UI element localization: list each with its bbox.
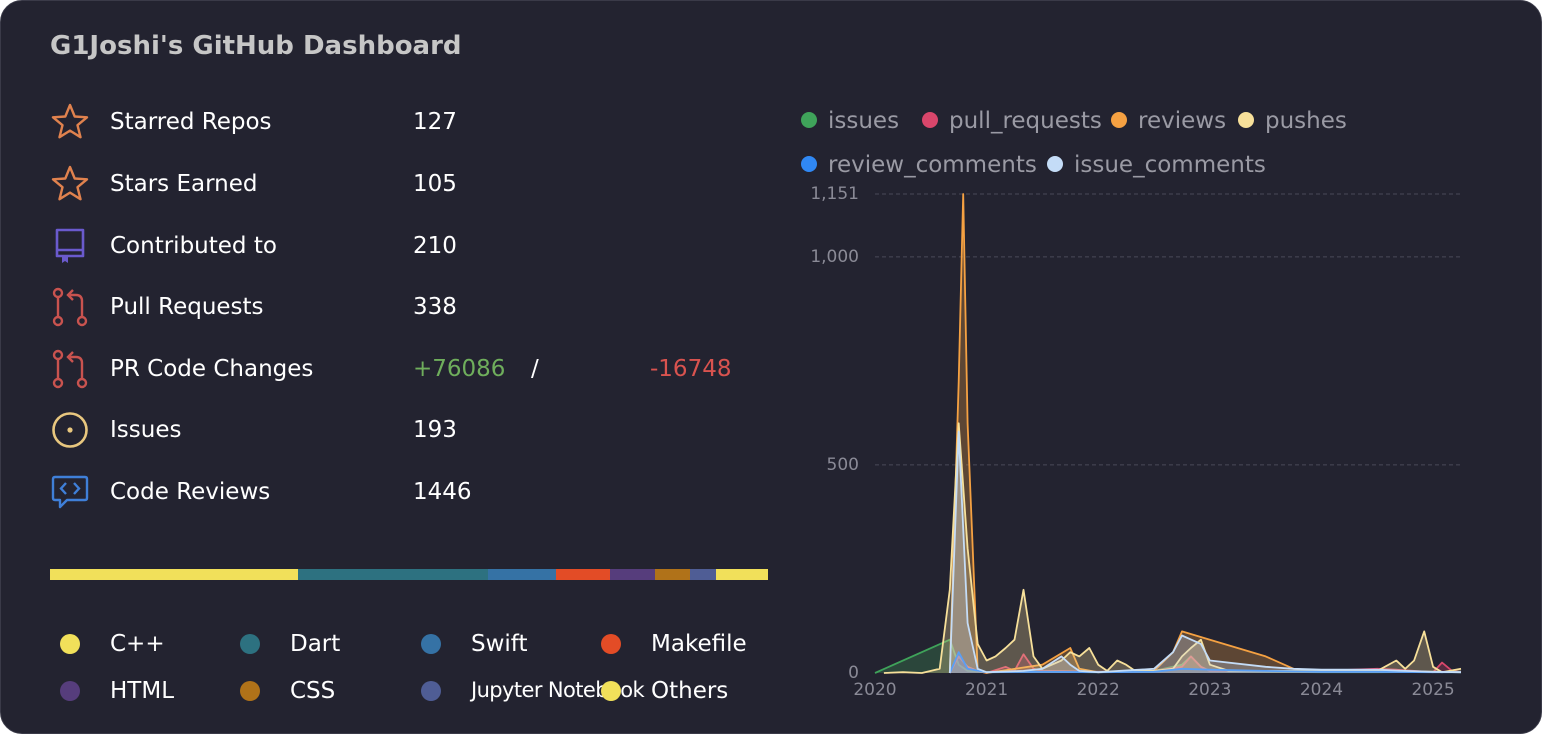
stat-label: Stars Earned xyxy=(110,171,258,197)
legend-marker-pull-requests xyxy=(922,112,938,128)
series-line-issue-comments xyxy=(948,430,1462,674)
language-dot xyxy=(601,634,621,654)
x-tick-label: 2023 xyxy=(1188,680,1231,700)
legend-marker-review-comments xyxy=(801,156,817,172)
language-name: Makefile xyxy=(651,631,747,657)
language-name: HTML xyxy=(110,678,175,704)
lines-added-value: +76086 xyxy=(413,356,506,382)
legend-marker-pushes xyxy=(1238,112,1254,128)
pull-request-icon xyxy=(52,287,88,327)
x-tick-label: 2020 xyxy=(853,680,896,700)
y-tick-label: 500 xyxy=(827,455,859,475)
series-line-review-comments xyxy=(948,651,1461,674)
issue-icon xyxy=(52,412,88,448)
language-item: Swift xyxy=(411,631,581,659)
y-tick-label: 1,000 xyxy=(810,247,859,267)
y-tick-label: 0 xyxy=(848,663,859,683)
language-item: C++ xyxy=(50,631,220,659)
legend-marker-reviews xyxy=(1111,112,1127,128)
language-item: Others xyxy=(591,678,761,706)
language-bar-segment xyxy=(689,569,716,580)
y-tick-label: 1,151 xyxy=(810,184,859,204)
legend-label-pushes: pushes xyxy=(1265,108,1347,134)
repo-icon xyxy=(55,228,85,263)
language-name: Swift xyxy=(471,631,528,657)
stat-stars-earned: Stars Earned 105 xyxy=(50,164,750,204)
language-dot xyxy=(601,681,621,701)
language-dot xyxy=(60,681,80,701)
stat-value: 193 xyxy=(413,417,457,443)
language-dot xyxy=(240,634,260,654)
legend-label-pull-requests: pull_requests xyxy=(949,108,1102,134)
language-item: Dart xyxy=(230,631,400,659)
x-tick-label: 2025 xyxy=(1411,680,1454,700)
stat-starred-repos: Starred Repos 127 xyxy=(50,102,750,142)
legend-label-issues: issues xyxy=(828,108,899,134)
stat-value: 127 xyxy=(413,109,457,135)
language-bar xyxy=(50,569,768,580)
stat-code-reviews: Code Reviews 1446 xyxy=(50,472,750,512)
stat-label: Code Reviews xyxy=(110,479,271,505)
stat-label: PR Code Changes xyxy=(110,356,314,382)
legend-marker-issues xyxy=(801,112,817,128)
language-dot xyxy=(60,634,80,654)
stat-value: 1446 xyxy=(413,479,472,505)
page-title: G1Joshi's GitHub Dashboard xyxy=(50,31,462,61)
language-dot xyxy=(240,681,260,701)
language-item: Jupyter Notebook xyxy=(411,678,645,706)
legend-label-reviews: reviews xyxy=(1138,108,1226,134)
language-bar-segment xyxy=(715,569,768,580)
language-bar-segment xyxy=(50,569,298,580)
series-line-reviews xyxy=(948,193,1462,674)
separator: / xyxy=(531,356,539,382)
series-area-reviews xyxy=(949,194,1461,673)
stat-value: 338 xyxy=(413,294,457,320)
language-name: Others xyxy=(651,678,729,704)
stat-label: Contributed to xyxy=(110,233,277,259)
code-review-icon xyxy=(51,475,89,509)
language-dot xyxy=(421,681,441,701)
star-icon xyxy=(51,103,89,139)
language-item: Makefile xyxy=(591,631,761,659)
language-name: CSS xyxy=(290,678,336,704)
language-bar-segment xyxy=(487,569,557,580)
language-item: CSS xyxy=(230,678,400,706)
lines-removed-value: -16748 xyxy=(650,356,732,382)
language-dot xyxy=(421,634,441,654)
stat-pull-requests: Pull Requests 338 xyxy=(50,287,750,327)
stat-value: 105 xyxy=(413,171,457,197)
language-bar-segment xyxy=(655,569,690,580)
x-tick-label: 2021 xyxy=(965,680,1008,700)
x-tick-label: 2022 xyxy=(1077,680,1120,700)
legend-label-issue-comments: issue_comments xyxy=(1074,152,1266,178)
pull-request-icon xyxy=(52,349,88,389)
stat-pr-code-changes: PR Code Changes +76086 / -16748 xyxy=(50,349,750,389)
star-icon xyxy=(51,165,89,201)
language-name: C++ xyxy=(110,631,165,657)
language-bar-segment xyxy=(556,569,611,580)
stat-value: 210 xyxy=(413,233,457,259)
legend-marker-issue-comments xyxy=(1047,156,1063,172)
x-tick-label: 2024 xyxy=(1300,680,1343,700)
language-name: Dart xyxy=(290,631,341,657)
language-bar-segment xyxy=(610,569,656,580)
language-item: HTML xyxy=(50,678,220,706)
stat-issues: Issues 193 xyxy=(50,410,750,450)
stat-contributed-to: Contributed to 210 xyxy=(50,226,750,266)
legend-label-review-comments: review_comments xyxy=(828,152,1037,178)
stat-label: Issues xyxy=(110,417,182,443)
language-bar-segment xyxy=(297,569,488,580)
stat-label: Pull Requests xyxy=(110,294,264,320)
stat-label: Starred Repos xyxy=(110,109,272,135)
